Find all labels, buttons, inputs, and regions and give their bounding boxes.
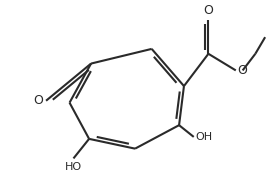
Text: O: O — [203, 4, 213, 17]
Text: OH: OH — [196, 132, 213, 142]
Text: O: O — [238, 64, 248, 77]
Text: HO: HO — [65, 162, 82, 172]
Text: O: O — [33, 94, 43, 107]
